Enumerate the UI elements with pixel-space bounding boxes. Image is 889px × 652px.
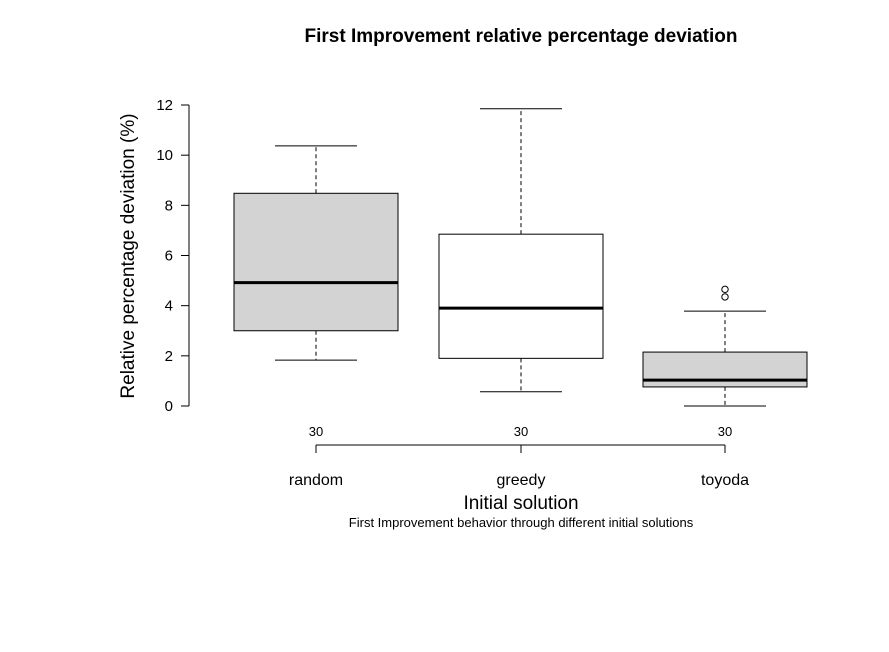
x-axis: random 30 greedy 30 toyoda 30	[289, 424, 749, 489]
count-label: 30	[309, 424, 323, 439]
y-axis-label: Relative percentage deviation (%)	[118, 113, 139, 398]
box-rect	[642, 351, 808, 388]
y-tick-label: 6	[165, 248, 173, 265]
y-axis: 0 2 4 6 8 10 12	[156, 97, 190, 415]
x-tick-label: random	[289, 472, 343, 489]
count-label: 30	[718, 424, 732, 439]
y-tick-label: 4	[165, 298, 173, 315]
y-tick-label: 2	[165, 348, 173, 365]
y-tick-label: 0	[165, 398, 173, 415]
boxes-group	[233, 108, 808, 407]
box-rect	[438, 233, 604, 359]
y-tick-label: 12	[156, 97, 173, 114]
x-tick-label: toyoda	[701, 472, 749, 489]
chart-title: First Improvement relative percentage de…	[305, 26, 738, 47]
y-tick-label: 8	[165, 197, 173, 214]
chart-subtitle: First Improvement behavior through diffe…	[349, 515, 694, 530]
y-tick-label: 10	[156, 147, 173, 164]
box-greedy	[438, 108, 604, 393]
count-label: 30	[514, 424, 528, 439]
box-rect	[233, 192, 399, 332]
box-random	[233, 145, 399, 361]
outlier-point	[721, 293, 729, 301]
x-axis-label: Initial solution	[463, 493, 578, 514]
box-toyoda	[642, 285, 808, 407]
outlier-point	[721, 285, 729, 294]
x-tick-label: greedy	[497, 472, 546, 489]
